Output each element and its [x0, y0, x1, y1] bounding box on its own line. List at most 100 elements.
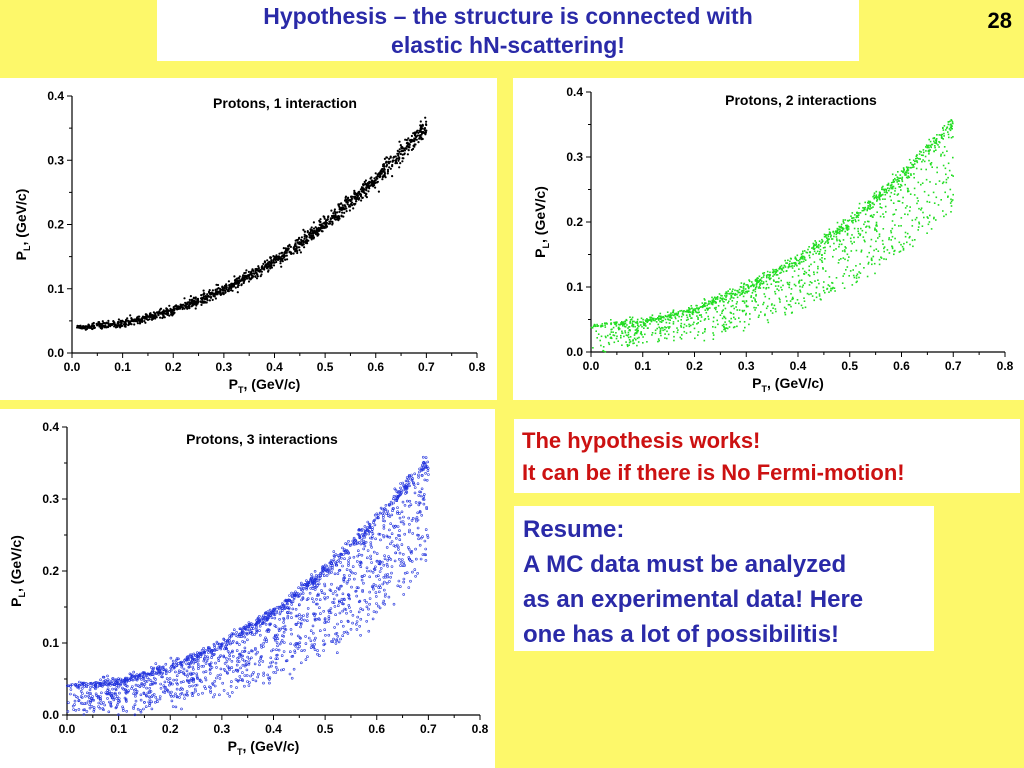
- scatter-point: [280, 668, 283, 672]
- scatter-point: [917, 157, 920, 160]
- scatter-point: [733, 307, 735, 310]
- scatter-point: [880, 257, 883, 259]
- scatter-point: [616, 335, 618, 338]
- scatter-point: [224, 645, 227, 648]
- scatter-point: [311, 230, 315, 233]
- scatter-point: [916, 202, 918, 205]
- scatter-point: [213, 649, 217, 652]
- scatter-point: [209, 661, 213, 665]
- scatter-point: [244, 271, 247, 274]
- scatter-point: [799, 289, 801, 292]
- scatter-point: [206, 293, 209, 296]
- scatter-point: [822, 268, 824, 270]
- scatter-point: [360, 578, 364, 582]
- scatter-point: [700, 306, 702, 308]
- scatter-point: [335, 216, 338, 219]
- scatter-point: [635, 321, 637, 324]
- scatter-point: [838, 232, 840, 234]
- scatter-point: [156, 700, 159, 704]
- scatter-point: [892, 202, 895, 204]
- scatter-point: [351, 195, 354, 198]
- scatter-point: [209, 691, 212, 694]
- scatter-point: [845, 247, 847, 249]
- scatter-point: [294, 642, 298, 645]
- x-tick-label: 0.6: [367, 360, 384, 374]
- scatter-point: [164, 672, 168, 676]
- scatter-point: [730, 296, 732, 299]
- scatter-point: [735, 306, 737, 308]
- scatter-point: [241, 679, 244, 682]
- scatter-point: [108, 692, 112, 695]
- scatter-point: [418, 490, 421, 494]
- scatter-point: [669, 326, 671, 328]
- scatter-point: [403, 153, 406, 156]
- scatter-point: [378, 578, 381, 581]
- scatter-point: [297, 586, 300, 589]
- scatter-point: [672, 309, 675, 311]
- scatter-point: [354, 195, 357, 198]
- scatter-point: [119, 677, 122, 681]
- scatter-point: [692, 323, 694, 326]
- scatter-point: [753, 306, 755, 309]
- scatter-point: [838, 232, 841, 235]
- scatter-point: [839, 230, 841, 233]
- scatter-point: [851, 234, 853, 236]
- scatter-point: [842, 275, 844, 277]
- scatter-point: [335, 638, 339, 641]
- scatter-point: [217, 656, 220, 660]
- scatter-point: [745, 312, 747, 315]
- scatter-point: [751, 283, 754, 285]
- scatter-point: [191, 694, 194, 698]
- scatter-point: [191, 299, 195, 302]
- scatter-point: [765, 287, 767, 290]
- scatter-point: [327, 571, 331, 575]
- scatter-point: [697, 309, 700, 311]
- scatter-point: [256, 650, 259, 654]
- scatter-point: [776, 288, 778, 290]
- scatter-point: [272, 255, 275, 258]
- scatter-point: [277, 607, 281, 611]
- scatter-point: [106, 697, 109, 700]
- scatter-point: [609, 333, 611, 336]
- scatter-point: [148, 686, 151, 690]
- scatter-point: [424, 553, 428, 557]
- scatter-point: [229, 684, 233, 688]
- scatter-point: [403, 571, 407, 575]
- scatter-point: [822, 247, 825, 249]
- scatter-point: [680, 319, 682, 321]
- scatter-point: [856, 273, 859, 275]
- scatter-point: [902, 196, 904, 199]
- scatter-point: [251, 672, 254, 676]
- scatter-point: [611, 328, 613, 331]
- scatter-point: [803, 273, 805, 275]
- scatter-point: [348, 597, 352, 601]
- scatter-point: [838, 225, 840, 228]
- scatter-point: [151, 673, 154, 677]
- scatter-point: [262, 681, 265, 685]
- scatter-point: [145, 680, 149, 683]
- y-tick-label: 0.1: [566, 280, 583, 294]
- scatter-point: [408, 484, 411, 488]
- scatter-point: [930, 146, 932, 149]
- scatter-point: [293, 594, 297, 597]
- scatter-point: [364, 530, 367, 533]
- scatter-point: [951, 121, 954, 123]
- scatter-point: [334, 613, 337, 616]
- scatter-point: [779, 301, 781, 303]
- scatter-point: [401, 520, 405, 523]
- scatter-point: [696, 315, 698, 317]
- scatter-point: [417, 494, 421, 497]
- scatter-point: [846, 234, 849, 236]
- scatter-point: [415, 135, 418, 139]
- scatter-point: [337, 599, 341, 603]
- scatter-point: [93, 324, 96, 327]
- scatter-point: [236, 291, 239, 294]
- scatter-point: [769, 278, 771, 281]
- scatter-point: [856, 214, 858, 217]
- scatter-point: [364, 179, 367, 182]
- scatter-point: [397, 548, 400, 551]
- scatter-point: [154, 695, 157, 699]
- scatter-point: [642, 342, 644, 344]
- scatter-point: [766, 319, 769, 321]
- scatter-point: [732, 304, 734, 307]
